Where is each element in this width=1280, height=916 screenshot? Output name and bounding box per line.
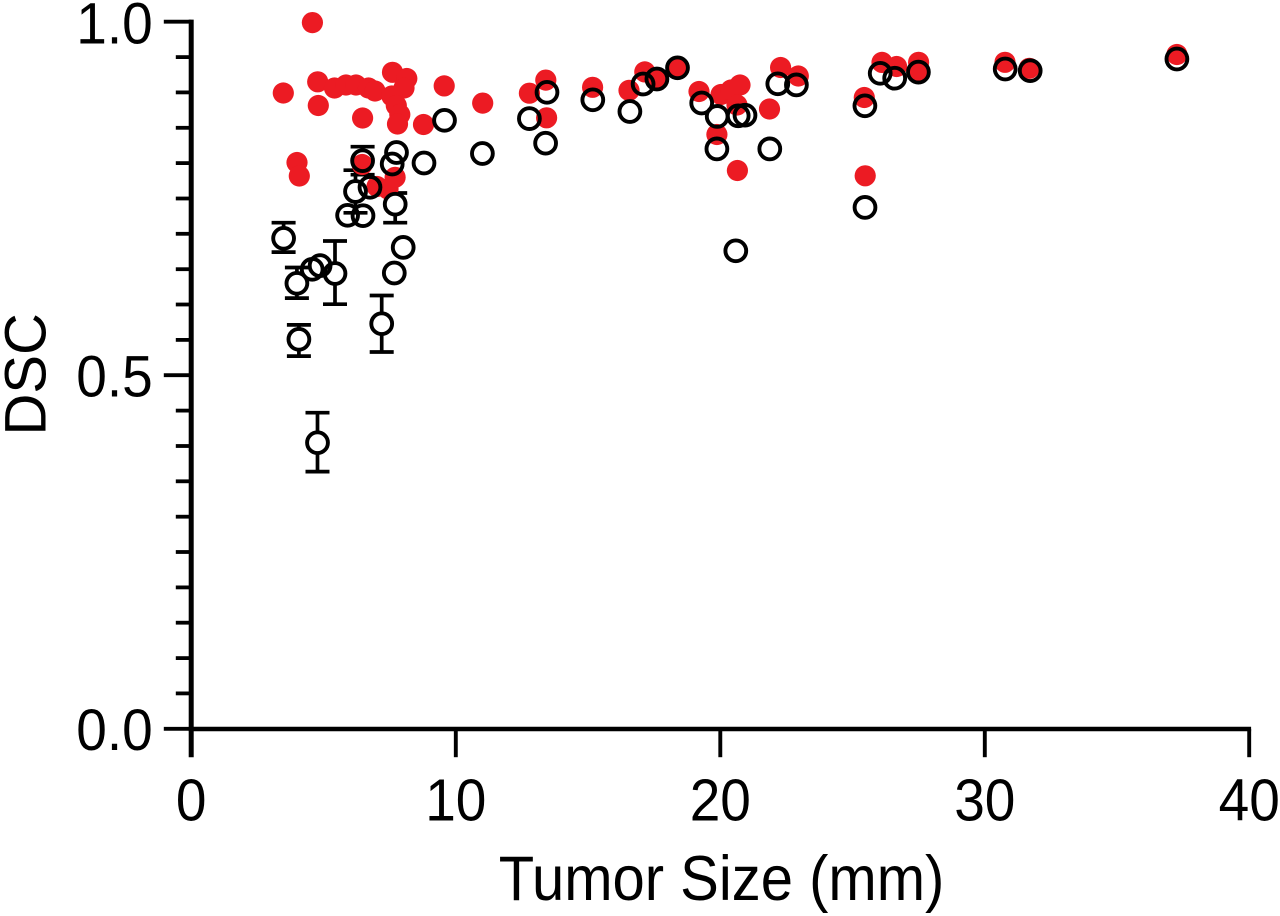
svg-text:30: 30 <box>954 768 1015 834</box>
svg-text:10: 10 <box>425 768 486 834</box>
svg-text:40: 40 <box>1219 768 1280 834</box>
svg-text:DSC: DSC <box>0 313 59 435</box>
svg-text:Tumor Size (mm): Tumor Size (mm) <box>499 843 945 914</box>
svg-text:20: 20 <box>690 768 751 834</box>
svg-text:0: 0 <box>176 768 207 834</box>
svg-text:0.0: 0.0 <box>76 699 152 764</box>
svg-text:0.5: 0.5 <box>76 345 152 410</box>
svg-text:1.0: 1.0 <box>76 0 152 57</box>
